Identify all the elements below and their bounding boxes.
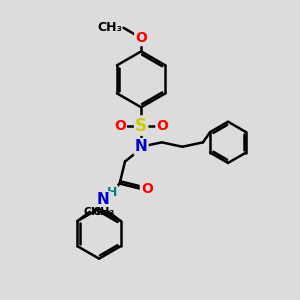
Text: CH₃: CH₃ <box>92 207 114 217</box>
Text: N: N <box>135 139 148 154</box>
Text: O: O <box>141 182 153 196</box>
Text: O: O <box>114 118 126 133</box>
Text: H: H <box>106 186 117 199</box>
Text: CH₃: CH₃ <box>84 207 106 217</box>
Text: O: O <box>135 31 147 45</box>
Text: N: N <box>97 192 110 207</box>
Text: O: O <box>156 118 168 133</box>
Text: S: S <box>135 117 147 135</box>
Text: CH₃: CH₃ <box>97 21 122 34</box>
